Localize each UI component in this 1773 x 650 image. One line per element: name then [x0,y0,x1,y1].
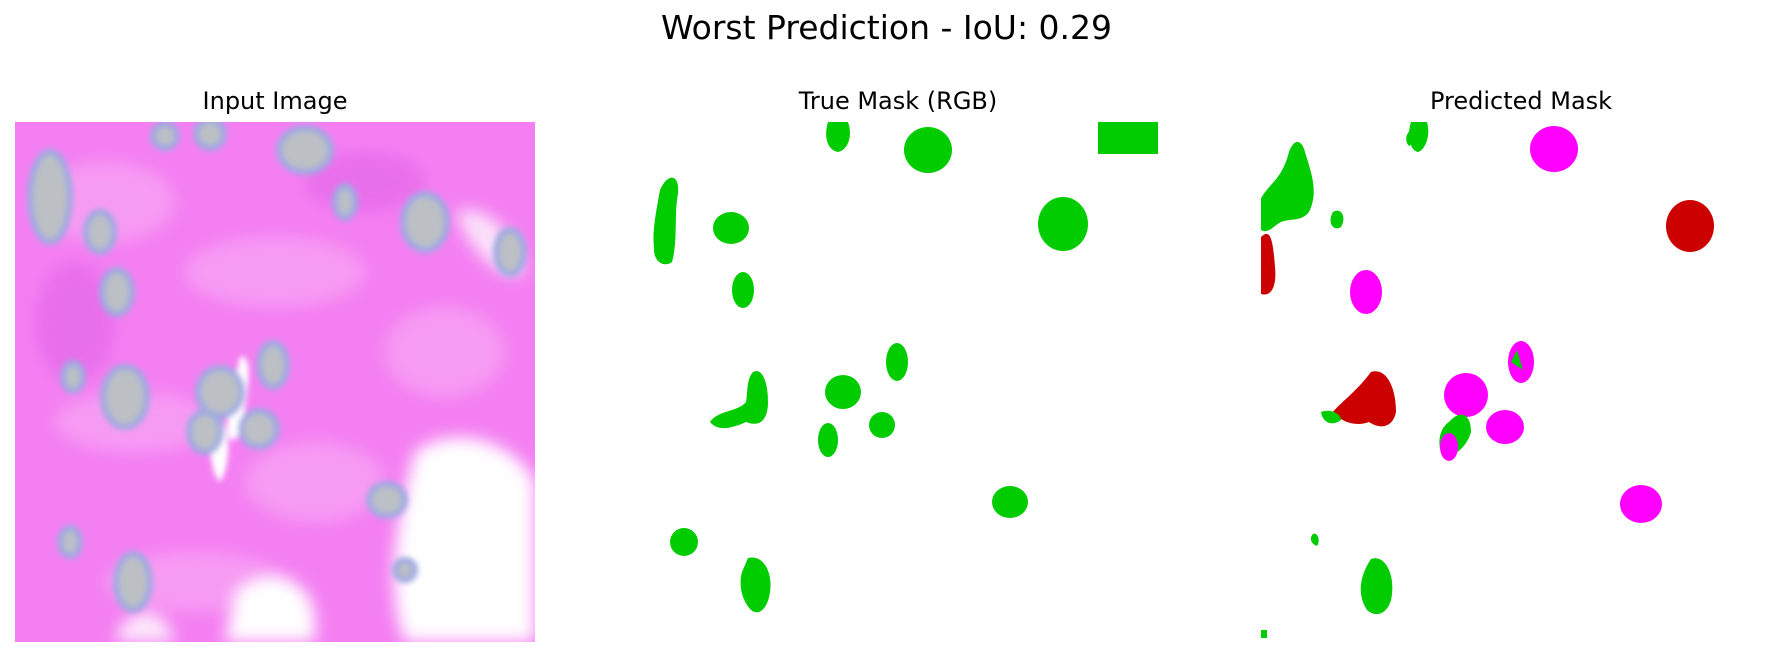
predicted-mask [1261,122,1773,642]
predicted-mask-title: Predicted Mask [1429,87,1613,115]
true-mask-canvas [653,122,1158,613]
true-mask-regions [653,122,1158,613]
true-mask-title: True Mask (RGB) [798,87,998,115]
input-image-canvas [15,122,535,642]
input-image-title: Input Image [202,87,348,115]
predicted-mask-regions [1261,122,1714,638]
figure-title: Worst Prediction - IoU: 0.29 [660,8,1113,47]
bright-regions [115,210,535,642]
true-mask [638,122,1158,642]
predicted-mask-canvas [1261,122,1714,638]
input-image [15,122,535,642]
cell-nuclei [27,122,527,613]
